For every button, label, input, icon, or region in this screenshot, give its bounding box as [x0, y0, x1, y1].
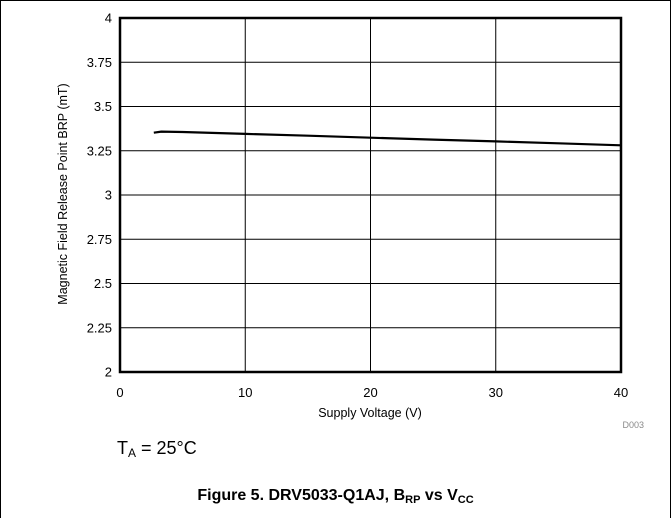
caption-v-subscript: CC — [457, 494, 474, 506]
x-tick-label-1: 10 — [238, 385, 252, 400]
y-tick-labels: 4 3.75 3.5 3.25 3 2.75 2.5 2.25 2 — [87, 11, 112, 380]
x-tick-label-0: 0 — [116, 385, 123, 400]
temperature-condition: TA = 25°C — [117, 438, 197, 460]
caption-vs: vs V — [420, 487, 458, 504]
figure-caption: Figure 5. DRV5033-Q1AJ, BRP vs VCC — [0, 487, 671, 506]
x-tick-labels: 0 10 20 30 40 — [116, 385, 628, 400]
condition-symbol: T — [117, 438, 128, 458]
series-group — [153, 130, 622, 147]
series-line-0 — [153, 130, 622, 147]
caption-prefix: Figure 5. DRV5033-Q1AJ, B — [197, 487, 406, 504]
x-axis-title: Supply Voltage (V) — [318, 406, 422, 420]
y-axis-title: Magnetic Field Release Point BRP (mT) — [56, 83, 70, 304]
grid-lines — [119, 17, 622, 373]
condition-subscript: A — [128, 446, 137, 460]
y-tick-label-2: 3.5 — [94, 99, 112, 114]
y-tick-label-3: 3.25 — [87, 143, 112, 158]
plot-area-frame — [118, 16, 623, 374]
y-tick-label-6: 2.5 — [94, 276, 112, 291]
y-tick-label-4: 3 — [105, 188, 112, 203]
x-tick-label-2: 20 — [363, 385, 377, 400]
x-tick-label-3: 30 — [489, 385, 503, 400]
y-tick-label-1: 3.75 — [87, 55, 112, 70]
chart: 4 3.75 3.5 3.25 3 2.75 2.5 2.25 2 0 10 20 30 40 Magn… — [56, 11, 644, 431]
y-tick-label-5: 2.75 — [87, 232, 112, 247]
y-tick-label-8: 2 — [105, 365, 112, 380]
figure-code: D003 — [622, 420, 644, 430]
condition-value: = 25°C — [136, 438, 197, 458]
caption-b-subscript: RP — [405, 494, 421, 506]
y-tick-label-0: 4 — [105, 11, 112, 26]
y-tick-label-7: 2.25 — [87, 320, 112, 335]
x-tick-label-4: 40 — [614, 385, 628, 400]
